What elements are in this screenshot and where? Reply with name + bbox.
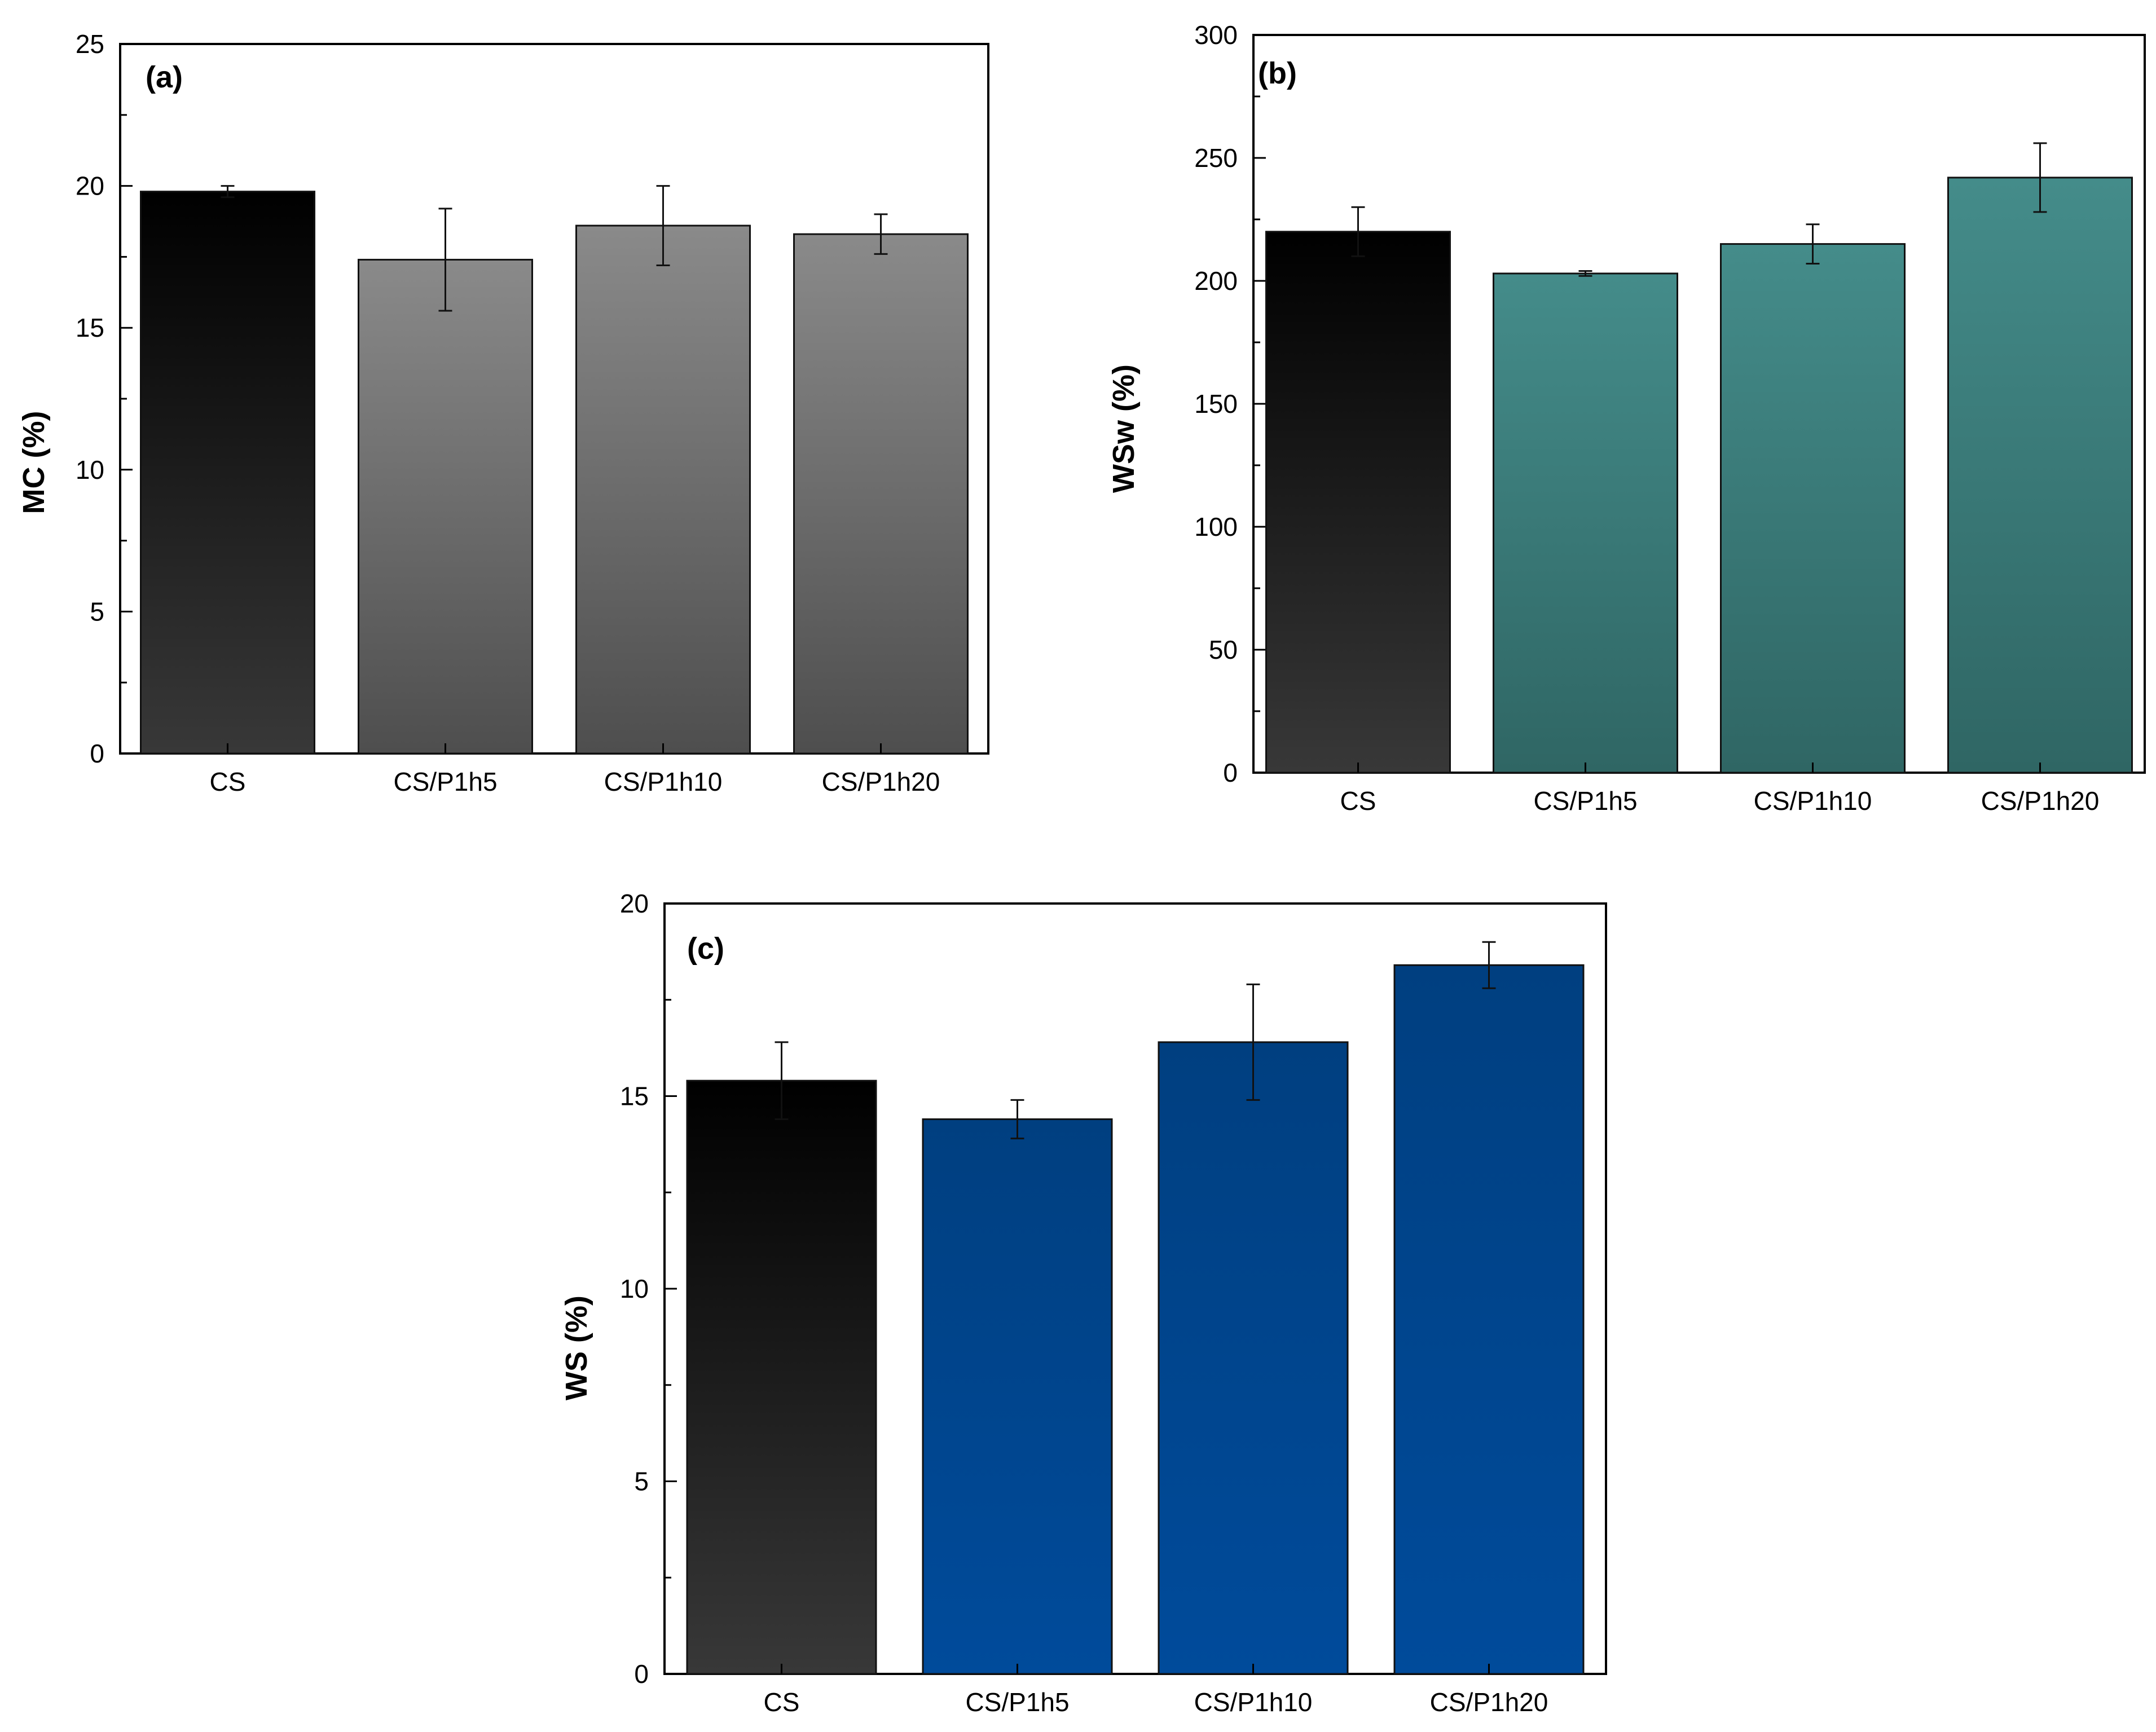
- y-tick-label-b: 150: [1194, 389, 1238, 418]
- bar-a-0: [141, 192, 315, 753]
- x-tick-label-a-2: CS/P1h10: [604, 767, 723, 796]
- y-axis-label-b: WSw (%): [1107, 364, 1141, 493]
- bar-a-1: [359, 259, 533, 753]
- x-tick-label-c-1: CS/P1h5: [965, 1687, 1069, 1717]
- figure-svg: (a) MC (%) 0 5 10 15 20 25 CS CS/P1h5 CS/P1h10 CS…: [0, 0, 2156, 1729]
- y-tick-label-c: 20: [620, 889, 649, 918]
- x-tick-label-a-3: CS/P1h20: [822, 767, 940, 796]
- bar-b-2: [1721, 244, 1905, 773]
- y-tick-label-b: 300: [1194, 20, 1238, 50]
- x-tick-label-b-3: CS/P1h20: [1981, 786, 2100, 816]
- y-tick-label-b: 50: [1209, 635, 1238, 664]
- bar-b-3: [1948, 178, 2132, 773]
- bar-a-2: [577, 226, 750, 753]
- x-tick-label-b-1: CS/P1h5: [1533, 786, 1637, 816]
- y-tick-label-a: 5: [90, 597, 104, 626]
- y-tick-label-b: 100: [1194, 512, 1238, 541]
- chart-panel-c: (c) WS (%) 0 5 10 15 20 CS CS/P1h5 CS/P1h10 CS/P…: [560, 889, 1606, 1717]
- y-axis-label-a: MC (%): [17, 411, 51, 514]
- y-tick-label-b: 250: [1194, 143, 1238, 173]
- y-tick-label-a: 0: [90, 739, 104, 768]
- y-tick-label-a: 20: [76, 171, 104, 201]
- bar-c-3: [1394, 965, 1583, 1674]
- panel-label-c: (c): [687, 932, 724, 966]
- bar-b-0: [1266, 232, 1450, 773]
- y-axis-label-c: WS (%): [560, 1295, 593, 1400]
- bar-c-1: [923, 1119, 1112, 1674]
- bar-a-3: [794, 234, 968, 753]
- y-tick-label-c: 0: [634, 1659, 649, 1689]
- bar-b-1: [1494, 274, 1678, 773]
- y-tick-label-b: 0: [1223, 758, 1238, 787]
- y-tick-label-b: 200: [1194, 266, 1238, 296]
- panel-label-b: (b): [1258, 56, 1297, 90]
- y-tick-label-a: 10: [76, 455, 104, 484]
- y-tick-label-a: 15: [76, 313, 104, 342]
- bar-c-2: [1159, 1042, 1348, 1674]
- x-tick-label-b-2: CS/P1h10: [1754, 786, 1872, 816]
- x-tick-label-b-0: CS: [1340, 786, 1376, 816]
- bar-c-0: [687, 1081, 876, 1674]
- y-tick-label-c: 15: [620, 1082, 649, 1111]
- y-tick-label-c: 10: [620, 1274, 649, 1303]
- x-tick-label-c-3: CS/P1h20: [1430, 1687, 1548, 1717]
- x-tick-label-c-2: CS/P1h10: [1194, 1687, 1313, 1717]
- panel-label-a: (a): [146, 60, 183, 94]
- x-tick-label-c-0: CS: [764, 1687, 800, 1717]
- y-tick-label-a: 25: [76, 29, 104, 59]
- x-tick-label-a-1: CS/P1h5: [393, 767, 497, 796]
- chart-panel-b: (b) WSw (%) 0 50 100 150 200 250 300 CS CS/P1h5 C…: [1107, 20, 2145, 816]
- y-tick-label-c: 5: [634, 1467, 649, 1496]
- figure: (a) MC (%) 0 5 10 15 20 25 CS CS/P1h5 CS/P1h10 CS…: [0, 0, 2156, 1729]
- x-tick-label-a-0: CS: [210, 767, 246, 796]
- chart-panel-a: (a) MC (%) 0 5 10 15 20 25 CS CS/P1h5 CS/P1h10 CS…: [17, 29, 988, 796]
